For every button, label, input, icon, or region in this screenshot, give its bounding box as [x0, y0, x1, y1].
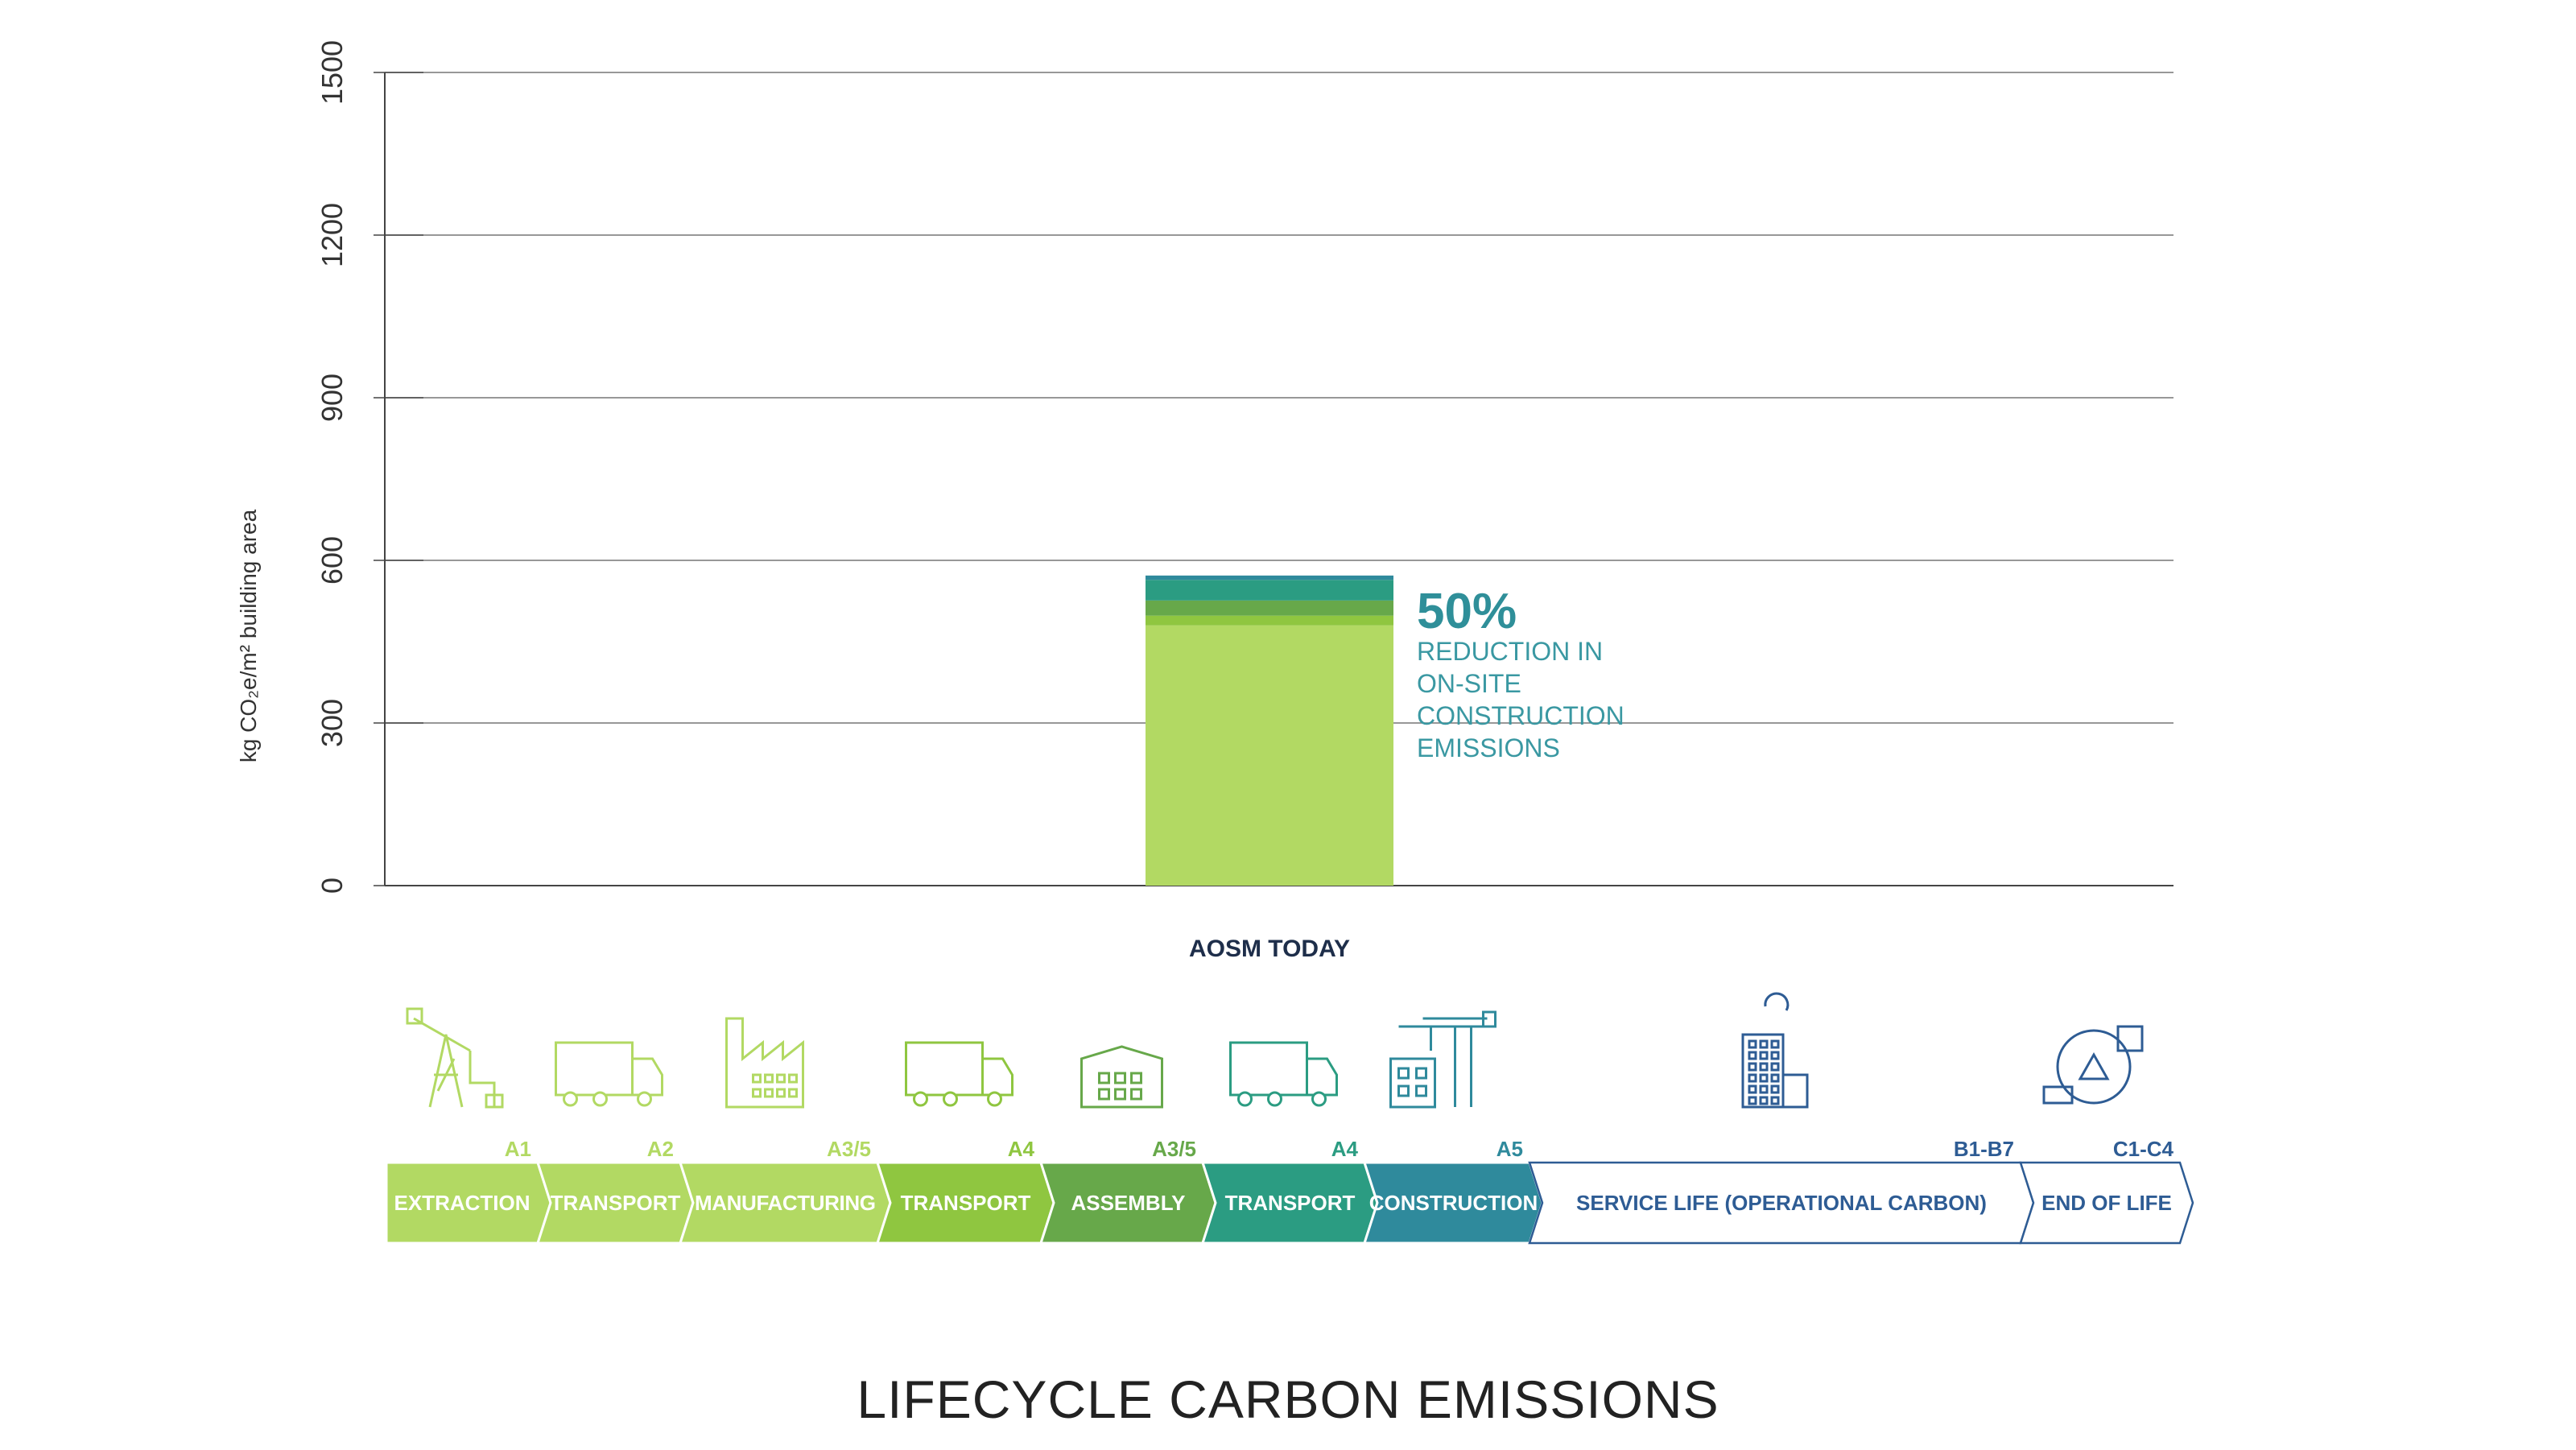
recycle-icon	[2044, 1027, 2142, 1103]
stage-code: A3/5	[1152, 1137, 1196, 1161]
building-cycle-icon	[1743, 994, 1807, 1107]
crane-icon	[1391, 1012, 1496, 1107]
stage-icons	[407, 994, 2142, 1107]
stage-label: MANUFACTURING	[695, 1191, 876, 1215]
stage-label: SERVICE LIFE (OPERATIONAL CARBON)	[1576, 1191, 1987, 1215]
y-tick-label: 300	[316, 699, 349, 747]
stage-arrows: EXTRACTION A1 TRANSPORT A2 MANUFACTURING A3/5…	[386, 1137, 2193, 1243]
stage-code: A4	[1008, 1137, 1035, 1161]
stage-code: A2	[647, 1137, 674, 1161]
truck-icon	[1231, 1043, 1337, 1105]
bar-segment	[1146, 576, 1393, 580]
figure-title: LIFECYCLE CARBON EMISSIONS	[0, 1369, 2576, 1430]
stage-label: TRANSPORT	[551, 1191, 681, 1215]
truck-icon	[556, 1043, 663, 1105]
y-tick-label: 1500	[316, 40, 349, 105]
bar-segment	[1146, 616, 1393, 626]
y-tick-label: 1200	[316, 203, 349, 267]
category-label: AOSM TODAY	[1189, 936, 1350, 962]
callout-line-3: CONSTRUCTION	[1417, 701, 1624, 730]
stage-code: A1	[505, 1137, 531, 1161]
bar-segment	[1146, 626, 1393, 886]
stage-code: A3/5	[827, 1137, 871, 1161]
stage-code: A5	[1496, 1137, 1523, 1161]
bars	[1146, 576, 1393, 886]
stage-code: A4	[1331, 1137, 1359, 1161]
callout-value: 50%	[1417, 584, 1517, 639]
stage-label: EXTRACTION	[394, 1191, 530, 1215]
y-axis-ticks: 0 300 600 900 1200 1500	[316, 40, 423, 894]
stage-code: C1-C4	[2113, 1137, 2174, 1161]
stage-label: TRANSPORT	[1225, 1191, 1356, 1215]
factory-icon	[727, 1018, 803, 1107]
callout-line-4: EMISSIONS	[1417, 733, 1560, 762]
stage-label: ASSEMBLY	[1071, 1191, 1185, 1215]
oil-pump-icon	[407, 1009, 502, 1107]
callout-line-1: REDUCTION IN	[1417, 637, 1603, 666]
stage-label: CONSTRUCTION	[1369, 1191, 1538, 1215]
reduction-callout: 50% REDUCTION IN ON-SITE CONSTRUCTION EM…	[1417, 584, 1624, 762]
y-tick-label: 900	[316, 374, 349, 422]
bar-segment	[1146, 601, 1393, 616]
category-labels: AOSM TODAY	[1189, 936, 1350, 962]
y-tick-label: 0	[316, 878, 349, 894]
bar-segment	[1146, 580, 1393, 601]
truck-icon	[906, 1043, 1013, 1105]
warehouse-icon	[1082, 1047, 1162, 1107]
y-tick-label: 600	[316, 536, 349, 585]
stage-code: B1-B7	[1954, 1137, 2014, 1161]
callout-line-2: ON-SITE	[1417, 669, 1521, 698]
y-axis-label: kg CO₂e/m² building area	[236, 509, 261, 762]
stage-label: TRANSPORT	[901, 1191, 1031, 1215]
stage-label: END OF LIFE	[2041, 1191, 2172, 1215]
